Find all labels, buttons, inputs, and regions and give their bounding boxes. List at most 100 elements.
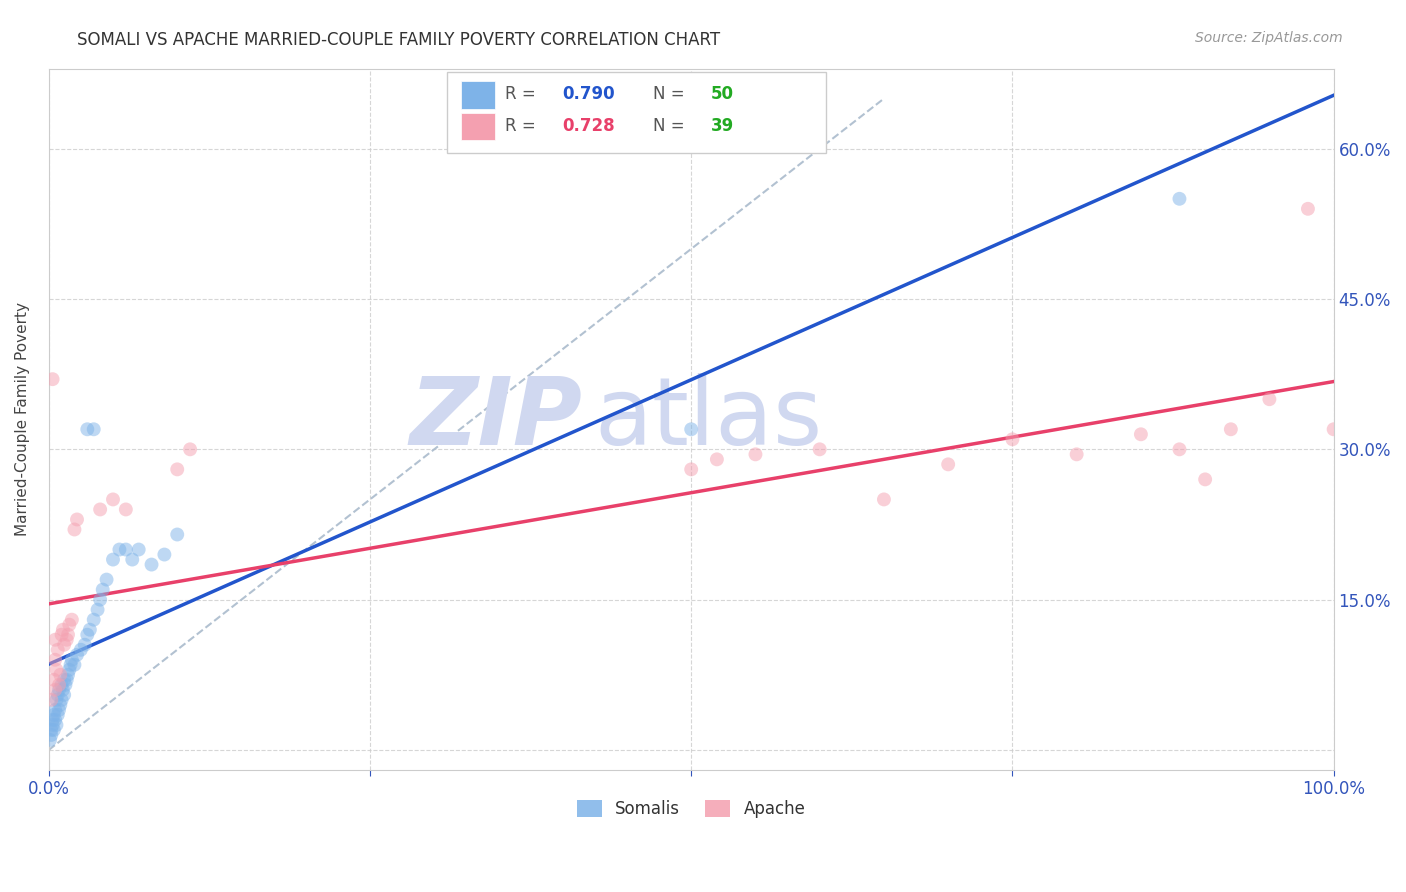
Point (42, 673, 65, 687)
Point (48, 682, 70, 697)
Point (76, 628, 98, 642)
Legend: Somalis, Apache: Somalis, Apache (571, 793, 813, 825)
Point (115, 502, 138, 516)
Point (56, 667, 79, 681)
Point (108, 542, 131, 557)
Point (83, 422, 105, 436)
Point (45, 663, 67, 677)
Point (49, 667, 72, 681)
Point (52, 682, 75, 697)
Point (53, 638, 76, 652)
Point (89, 592, 111, 607)
FancyBboxPatch shape (461, 112, 495, 140)
Point (42, 723, 65, 737)
Point (121, 552, 143, 566)
Point (44, 713, 66, 727)
Point (70, 642, 93, 657)
Point (41, 728, 63, 742)
Point (79, 623, 101, 637)
Point (41, 723, 63, 737)
Point (101, 492, 124, 507)
Point (96, 573, 118, 587)
Point (55, 673, 77, 687)
Point (73, 638, 96, 652)
Text: ZIP: ZIP (409, 373, 582, 466)
Point (44, 653, 66, 667)
Point (1258, 392, 1281, 407)
Point (39, 733, 62, 747)
Point (1129, 427, 1152, 442)
Point (51, 628, 73, 642)
Point (936, 458, 959, 472)
Point (179, 442, 201, 457)
Text: 50: 50 (710, 86, 734, 103)
Point (115, 542, 138, 557)
Point (91, 582, 114, 597)
Point (41, 718, 63, 732)
Point (55, 678, 77, 692)
Point (1219, 422, 1241, 436)
Point (41, 372, 63, 386)
Point (46, 688, 69, 702)
Point (128, 542, 150, 557)
Text: 0.790: 0.790 (562, 86, 616, 103)
Point (59, 657, 82, 672)
Y-axis label: Married-Couple Family Poverty: Married-Couple Family Poverty (15, 302, 30, 536)
Point (46, 707, 69, 722)
Point (46, 642, 69, 657)
Point (44, 632, 66, 647)
Point (1323, 422, 1346, 436)
Point (41, 693, 63, 707)
Point (58, 617, 80, 632)
Point (681, 462, 703, 476)
Point (44, 703, 66, 717)
Point (66, 512, 89, 526)
Point (1066, 447, 1088, 461)
Point (706, 452, 728, 467)
Point (744, 447, 766, 461)
Point (873, 492, 896, 507)
Point (48, 703, 70, 717)
Point (681, 422, 703, 436)
Point (42, 707, 65, 722)
Point (1168, 442, 1191, 457)
Point (166, 462, 188, 476)
Text: SOMALI VS APACHE MARRIED-COUPLE FAMILY POVERTY CORRELATION CHART: SOMALI VS APACHE MARRIED-COUPLE FAMILY P… (77, 31, 720, 49)
Point (1001, 432, 1024, 446)
Point (89, 502, 111, 516)
Point (60, 653, 83, 667)
Point (1296, 202, 1319, 216)
Point (51, 693, 73, 707)
Point (63, 657, 86, 672)
Point (55, 632, 77, 647)
Point (166, 527, 188, 541)
Text: 39: 39 (710, 117, 734, 135)
Point (45, 718, 67, 732)
Text: R =: R = (505, 86, 541, 103)
Point (60, 613, 83, 627)
Text: Source: ZipAtlas.com: Source: ZipAtlas.com (1195, 31, 1343, 45)
Point (101, 552, 124, 566)
Point (51, 678, 73, 692)
Point (52, 623, 75, 637)
Point (49, 698, 72, 712)
Point (1168, 192, 1191, 206)
Point (808, 442, 831, 457)
Text: R =: R = (505, 117, 541, 135)
Text: N =: N = (652, 117, 689, 135)
FancyBboxPatch shape (461, 81, 495, 109)
Point (53, 688, 76, 702)
Point (44, 682, 66, 697)
Point (48, 678, 70, 692)
Text: atlas: atlas (595, 373, 823, 466)
Text: 0.728: 0.728 (562, 117, 616, 135)
Text: N =: N = (652, 86, 689, 103)
Point (86, 602, 108, 616)
FancyBboxPatch shape (447, 72, 827, 153)
Point (53, 673, 76, 687)
Point (153, 548, 176, 562)
Point (66, 648, 89, 662)
Point (45, 693, 67, 707)
Point (141, 558, 163, 572)
Point (41, 713, 63, 727)
